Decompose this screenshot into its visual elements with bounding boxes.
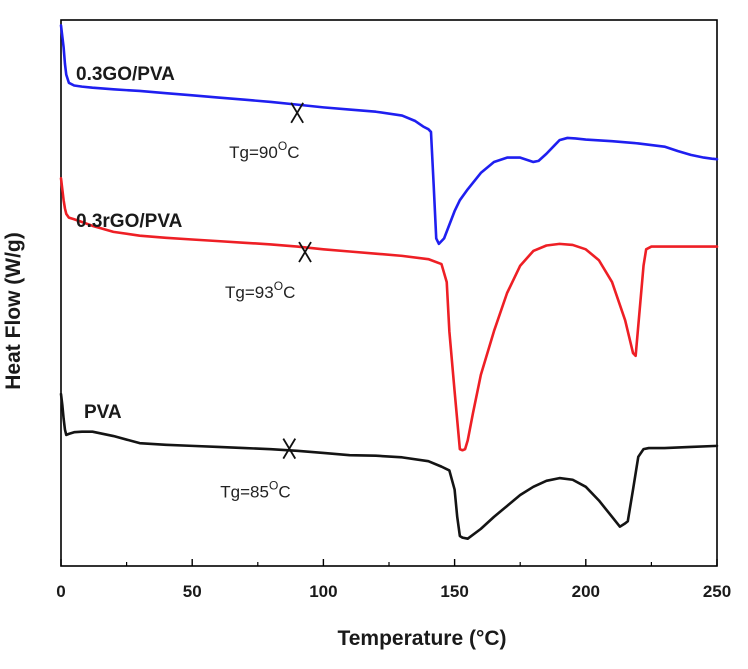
tg-annotation: Tg=90OC: [229, 139, 299, 162]
x-axis-title: Temperature (°C): [337, 627, 506, 650]
series-label: 0.3GO/PVA: [76, 64, 175, 85]
x-tick-label: 150: [440, 582, 468, 601]
plot-frame: [60, 19, 718, 567]
series-label: 0.3rGO/PVA: [76, 211, 183, 232]
tg-annotation: Tg=85OC: [220, 479, 290, 502]
tg-marker: [290, 102, 304, 124]
tg-marker: [298, 241, 312, 263]
series-layer: [59, 24, 719, 540]
series-line: [59, 177, 719, 452]
x-tick-label: 100: [309, 582, 337, 601]
tg-annotation: Tg=93OC: [225, 279, 295, 302]
x-tick-label: 50: [183, 582, 202, 601]
x-tick-label: 200: [572, 582, 600, 601]
x-axis-ticks: 0 50 100 150 200 250: [56, 559, 731, 601]
x-tick-label: 250: [703, 582, 731, 601]
series-line: [59, 392, 719, 540]
y-axis-title: Heat Flow (W/g): [2, 232, 25, 389]
series-label: PVA: [84, 402, 122, 423]
series-line: [59, 24, 719, 246]
tg-marker: [282, 438, 297, 460]
x-tick-label: 0: [56, 582, 65, 601]
label-layer: 0.3GO/PVA Tg=90OC 0.3rGO/PVA Tg=93OC PVA Tg=8…: [76, 64, 312, 502]
